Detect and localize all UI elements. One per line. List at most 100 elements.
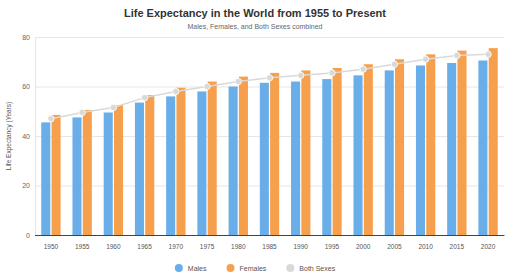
legend-item: Both Sexes <box>286 264 335 272</box>
x-tick: 1990 <box>293 235 308 250</box>
bar <box>301 70 310 235</box>
legend-label: Females <box>240 265 267 272</box>
bar <box>364 64 373 235</box>
x-tick-label: 2005 <box>387 243 402 250</box>
y-tick-label: 40 <box>22 133 30 140</box>
x-tick-label: 2020 <box>481 243 496 250</box>
x-tick-label: 1975 <box>200 243 215 250</box>
marker <box>204 83 210 89</box>
bar <box>447 63 456 235</box>
y-tick-label: 80 <box>22 34 30 41</box>
bar-series <box>52 48 498 235</box>
marker <box>79 109 85 115</box>
bar <box>145 95 154 235</box>
bar <box>291 82 300 235</box>
bar <box>72 117 81 235</box>
x-tick-label: 2015 <box>450 243 465 250</box>
bar <box>114 105 123 235</box>
marker <box>235 78 241 84</box>
marker <box>485 51 491 57</box>
x-tick-label: 1960 <box>106 243 121 250</box>
x-tick: 2005 <box>387 235 402 250</box>
bar <box>260 83 269 235</box>
y-axis: 0 20 40 60 80 <box>22 34 504 239</box>
marker <box>360 66 366 72</box>
x-tick: 2000 <box>356 235 371 250</box>
marker <box>454 52 460 58</box>
x-tick: 1980 <box>231 235 246 250</box>
bar <box>41 122 50 235</box>
bar <box>104 112 113 235</box>
bar <box>322 79 331 235</box>
legend-item: Males <box>175 264 207 272</box>
bar <box>239 77 248 235</box>
marker <box>173 88 179 94</box>
marker <box>391 61 397 67</box>
x-tick: 1950 <box>44 235 59 250</box>
x-tick-label: 1990 <box>293 243 308 250</box>
legend-swatch <box>175 264 183 272</box>
x-tick-label: 2000 <box>356 243 371 250</box>
bar <box>385 70 394 235</box>
bar <box>229 87 238 236</box>
x-tick-label: 1965 <box>137 243 152 250</box>
x-tick: 2010 <box>418 235 433 250</box>
title: Life Expectancy in the World from 1955 t… <box>124 7 386 19</box>
legend-label: Males <box>188 265 207 272</box>
marker <box>422 56 428 62</box>
bar <box>166 96 175 235</box>
bar <box>52 115 61 235</box>
legend-swatch <box>286 264 294 272</box>
x-tick: 1975 <box>200 235 215 250</box>
legend: Males Females Both Sexes <box>175 264 336 272</box>
chart: Life Expectancy in the World from 1955 t… <box>0 0 510 276</box>
marker <box>266 75 272 81</box>
legend-item: Females <box>227 264 267 272</box>
marker <box>48 115 54 121</box>
bar <box>478 61 487 235</box>
grid-line <box>35 235 504 236</box>
y-tick-label: 0 <box>26 232 30 239</box>
bar <box>416 65 425 235</box>
bar <box>83 110 92 235</box>
x-tick: 1970 <box>169 235 184 250</box>
x-tick: 1985 <box>262 235 277 250</box>
legend-swatch <box>227 264 235 272</box>
subtitle: Males, Females, and Both Sexes combined <box>187 23 322 30</box>
bar <box>333 68 342 235</box>
x-tick-label: 2010 <box>418 243 433 250</box>
x-tick-label: 1970 <box>169 243 184 250</box>
bar <box>489 48 498 235</box>
x-tick: 2015 <box>450 235 465 250</box>
x-tick: 2020 <box>481 235 496 250</box>
x-tick: 1960 <box>106 235 121 250</box>
bar <box>426 54 435 235</box>
marker <box>298 72 304 78</box>
y-axis-line <box>36 38 505 236</box>
marker <box>329 70 335 76</box>
x-tick-label: 1995 <box>325 243 340 250</box>
plot-area: 0 20 40 60 80 1950 1955 1960 1965 1970 1975 1980 198… <box>22 34 504 250</box>
y-tick-label: 20 <box>22 182 30 189</box>
bar <box>197 91 206 235</box>
y-axis-title: Life Expectancy (Years) <box>5 102 13 170</box>
bar <box>176 88 185 235</box>
x-tick-label: 1980 <box>231 243 246 250</box>
x-tick-label: 1955 <box>75 243 90 250</box>
legend-label: Both Sexes <box>299 265 335 272</box>
bar <box>270 73 279 235</box>
bar <box>353 75 362 235</box>
bar <box>395 59 404 235</box>
x-tick-label: 1950 <box>44 243 59 250</box>
y-tick-label: 60 <box>22 83 30 90</box>
x-tick: 1955 <box>75 235 90 250</box>
marker <box>110 104 116 110</box>
marker <box>141 94 147 100</box>
marks <box>41 48 498 235</box>
bar <box>135 103 144 235</box>
bar <box>208 82 217 235</box>
x-tick: 1995 <box>325 235 340 250</box>
x-axis: 1950 1955 1960 1965 1970 1975 1980 1985 1990 1995… <box>36 235 505 250</box>
y-tick: 80 <box>22 34 504 41</box>
bar-series <box>41 61 487 235</box>
